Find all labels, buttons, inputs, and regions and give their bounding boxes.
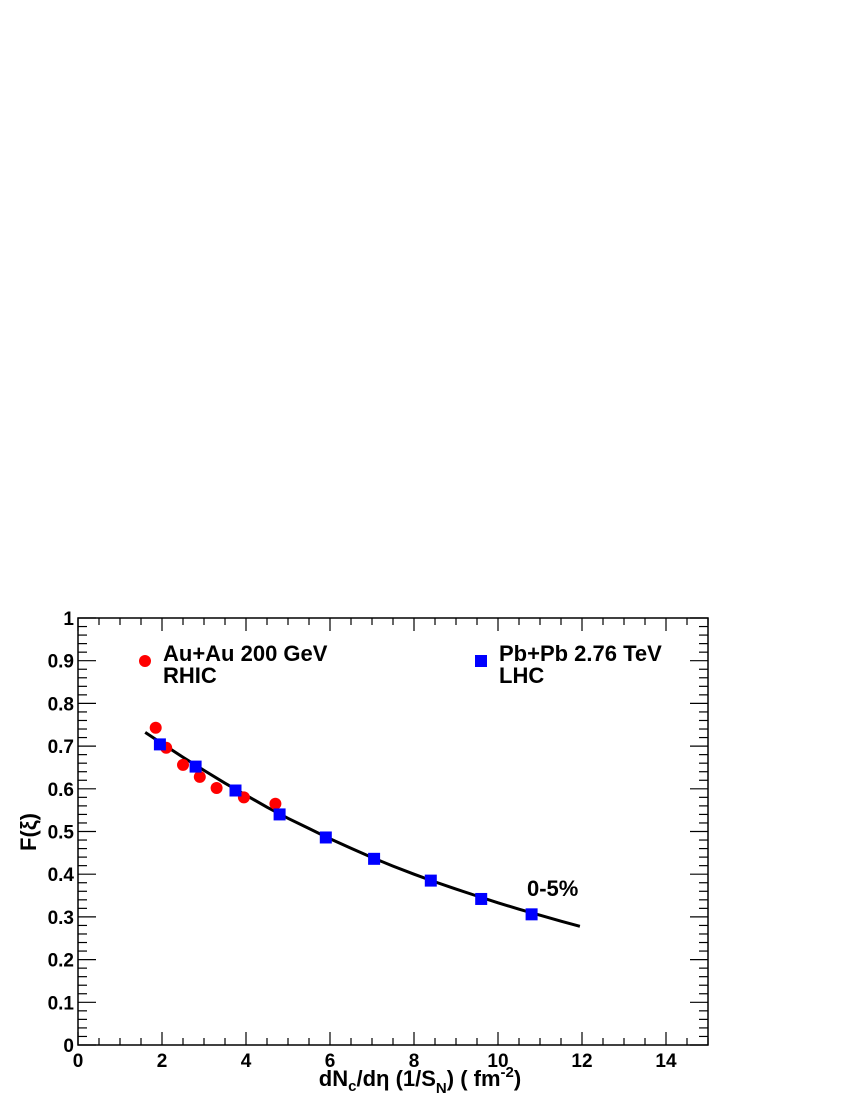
y-axis-label: F(ξ) [16,813,41,851]
x-tick-label: 2 [157,1051,168,1072]
x-axis-label-tail1: ) ( fm [447,1066,501,1091]
lhc-point [368,852,381,865]
x-axis-label-main: dN [319,1066,348,1091]
lhc-point [424,874,437,887]
fit-curve [144,731,581,928]
x-axis-label-tail2: ) [514,1066,521,1091]
y-tick-label: 0.3 [48,908,74,929]
legend-lhc: Pb+Pb 2.76 TeV LHC [475,641,662,688]
x-tick-label: 4 [241,1051,252,1072]
legend-marker-lhc [475,655,487,667]
data-markers [149,721,538,921]
x-axis-label-sup: -2 [501,1064,514,1081]
legend-sublabel-lhc: LHC [499,663,544,688]
lhc-point [273,808,286,821]
y-tick-label: 0.2 [48,951,74,972]
axis-ticks [77,617,709,1046]
legend-label-rhic: Au+Au 200 GeV [163,641,328,666]
x-axis-label: dNc/dη (1/SN) ( fm-2) [319,1064,521,1097]
lhc-point [319,831,332,844]
legend-label-lhc: Pb+Pb 2.76 TeV [499,641,662,666]
lhc-point [229,784,242,797]
x-axis-label-sub2: N [436,1080,447,1097]
y-tick-label: 0.1 [48,993,75,1014]
x-axis-label-sub1: c [348,1078,356,1095]
rhic-point [149,721,162,734]
x-tick-label: 0 [73,1051,84,1072]
y-tick-label: 0.9 [48,652,74,673]
y-tick-label: 0.6 [48,780,74,801]
x-axis-label-mid: /dη (1/S [356,1066,435,1091]
rhic-point [177,758,189,771]
legend-marker-rhic [139,655,151,667]
y-tick-label: 0.7 [48,737,74,758]
rhic-point [193,770,206,783]
lhc-point [475,892,488,905]
lhc-point [525,908,538,921]
legend-rhic: Au+Au 200 GeV RHIC [139,641,328,688]
x-tick-label: 12 [571,1051,592,1072]
y-tick-label: 0 [63,1036,74,1057]
x-tick-label: 8 [409,1051,420,1072]
rhic-point [269,797,282,810]
x-tick-label: 14 [655,1051,677,1072]
legend-sublabel-rhic: RHIC [163,663,217,688]
rhic-point [210,781,223,794]
tick-labels: 0 2 4 6 8 10 12 14 0 0.1 0.2 0.3 0.4 0.5 0.6 0.7 0.8 0.9 1 [48,609,677,1072]
lhc-point [189,760,202,773]
x-tick-label: 10 [487,1051,508,1072]
y-tick-label: 1 [63,609,74,630]
y-tick-label: 0.4 [48,865,75,886]
centrality-annotation: 0-5% [527,876,578,901]
lhc-point [153,738,166,751]
y-tick-label: 0.8 [48,694,74,715]
x-tick-label: 6 [325,1051,336,1072]
y-tick-label: 0.5 [48,823,75,844]
